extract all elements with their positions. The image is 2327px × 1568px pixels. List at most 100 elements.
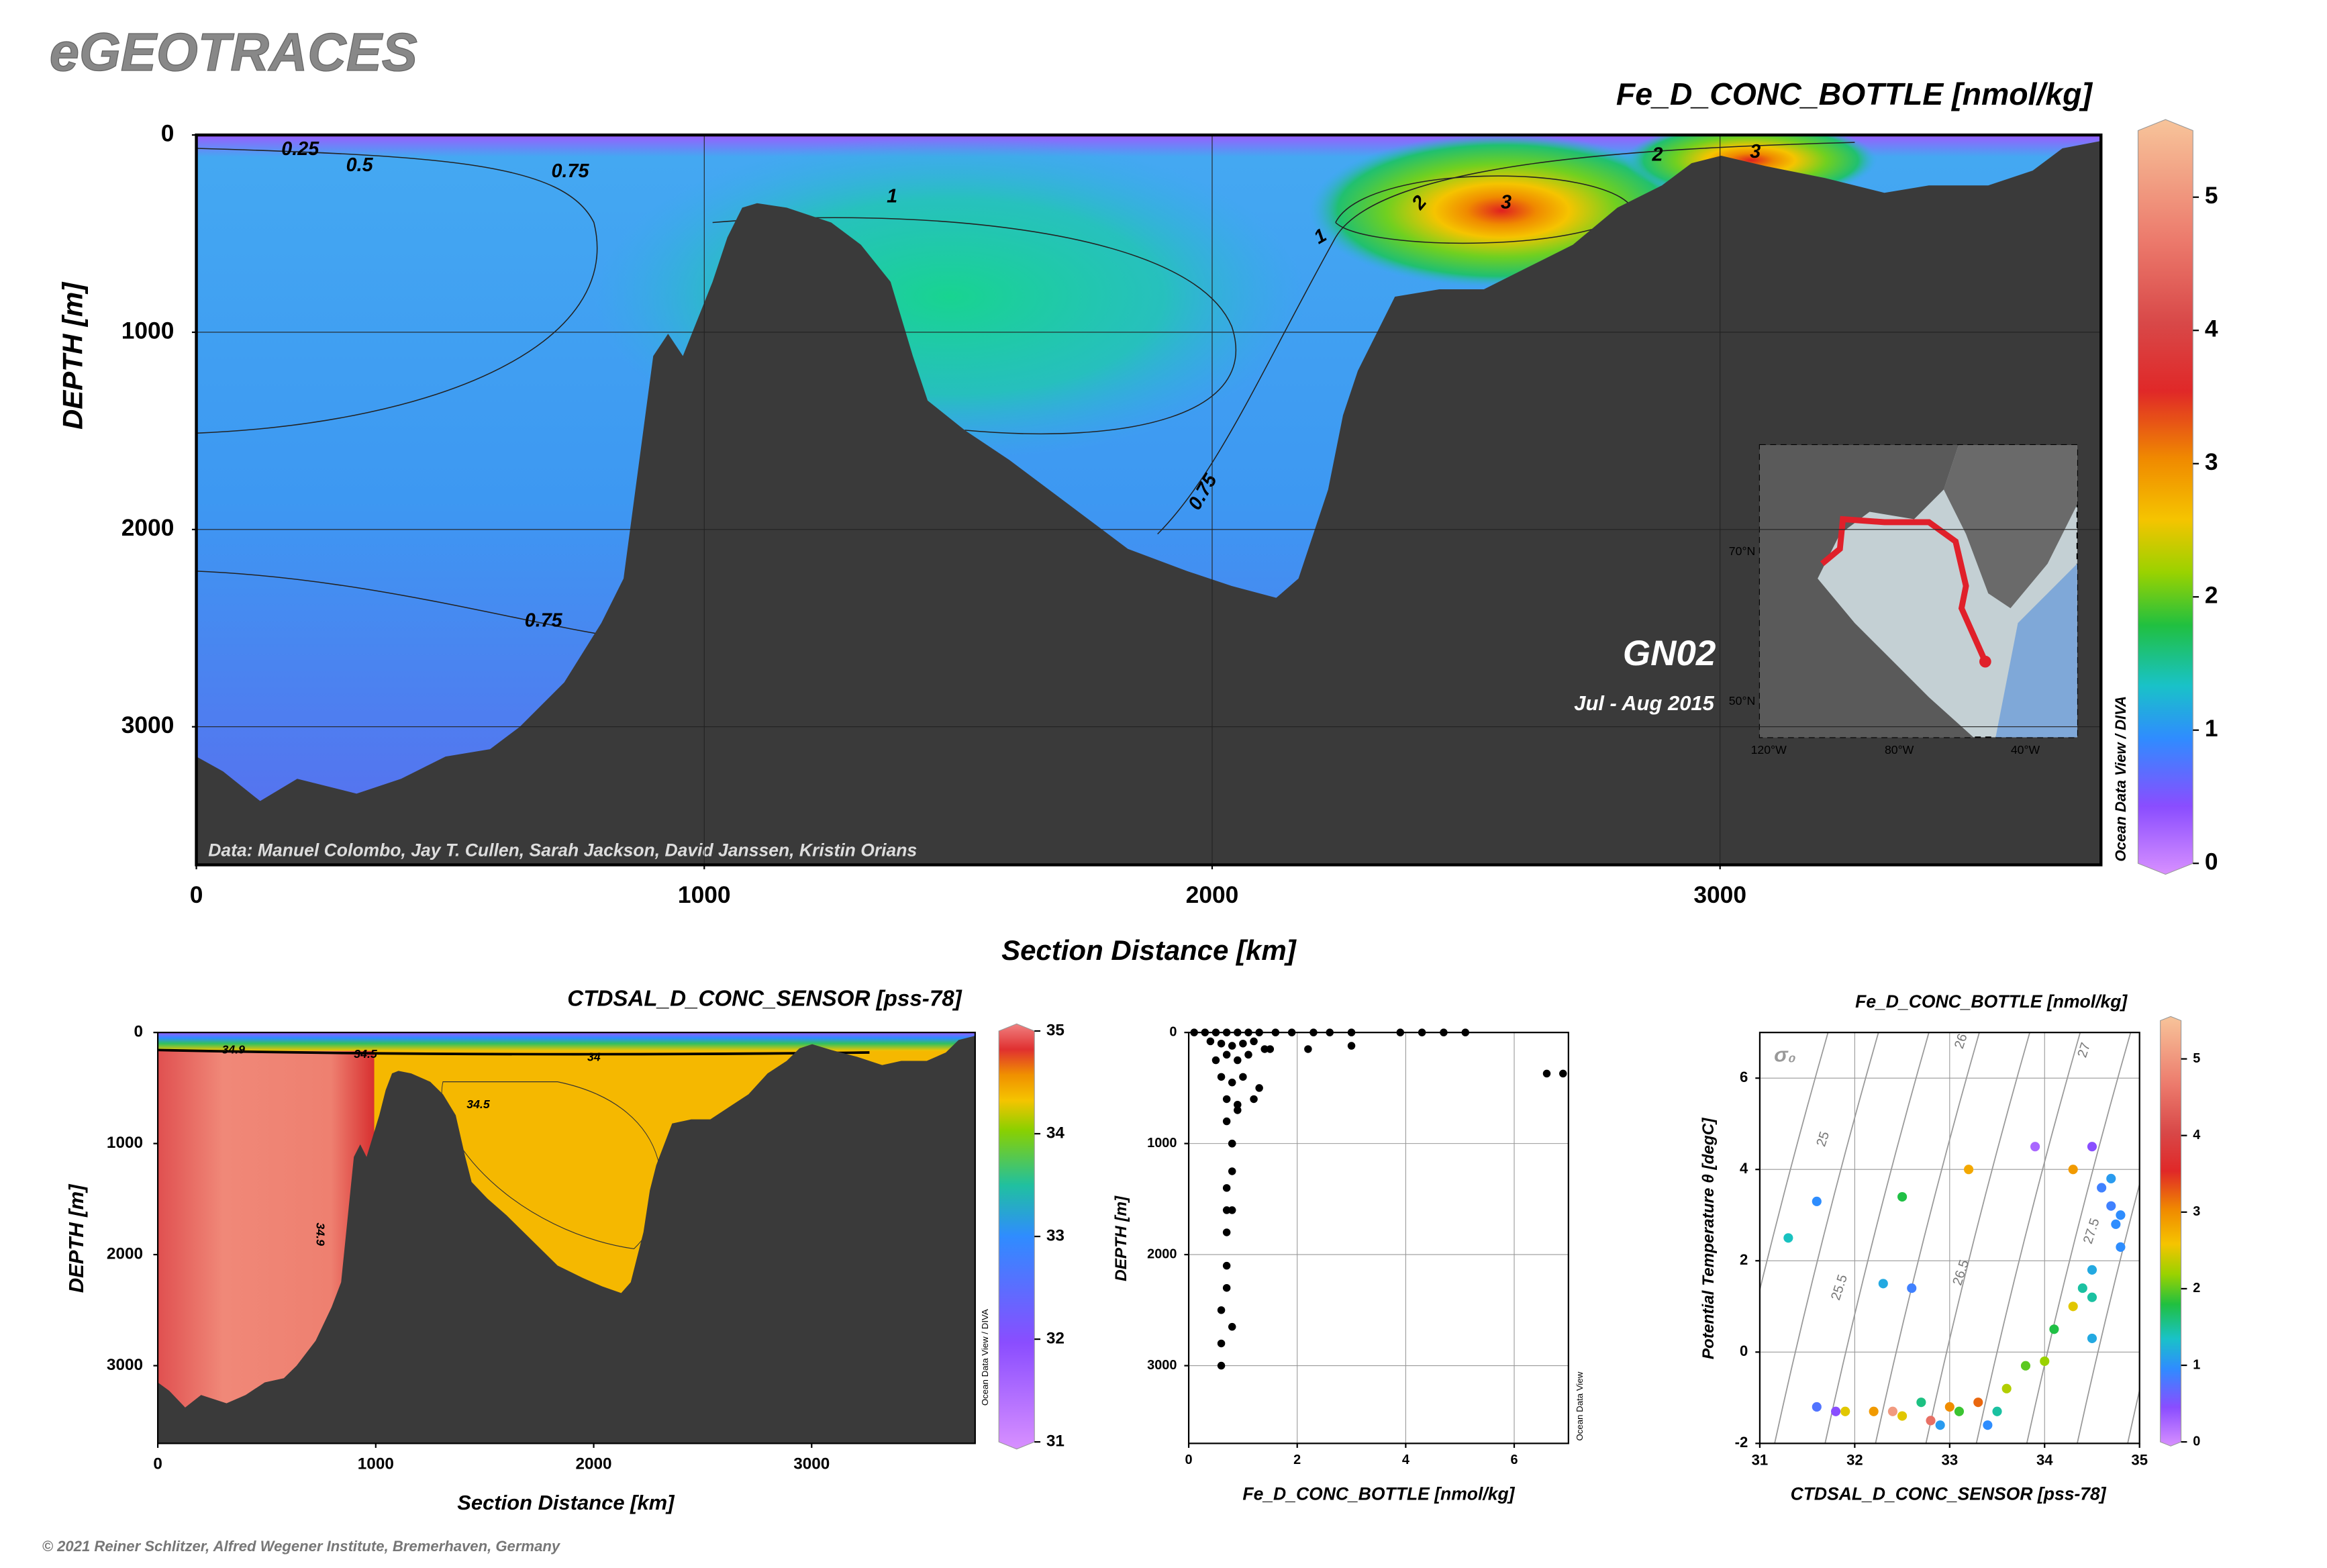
- data-point: [2097, 1183, 2107, 1193]
- data-point: [1222, 1184, 1231, 1192]
- data-point: [1222, 1095, 1231, 1104]
- data-point: [1897, 1411, 1908, 1421]
- x-tick-label: 3000: [1693, 882, 1746, 908]
- y-tick-label: 0: [1169, 1024, 1177, 1039]
- data-point: [1228, 1139, 1236, 1148]
- colorbar-tick-label: 5: [2205, 183, 2218, 209]
- data-point: [1217, 1073, 1226, 1081]
- data-point: [1234, 1056, 1242, 1065]
- y-tick-label: 4: [1740, 1160, 1748, 1177]
- data-point: [1266, 1045, 1275, 1053]
- y-axis-label: Potential Temperature θ [degC]: [1699, 1118, 1718, 1360]
- contour-label: 0.75: [525, 610, 563, 632]
- map-land: [1943, 445, 2077, 609]
- y-tick-label: 3000: [121, 712, 175, 738]
- colorbar-tick-label: 1: [2193, 1357, 2200, 1372]
- y-tick-label: 1000: [121, 317, 175, 344]
- data-point: [1222, 1117, 1231, 1126]
- x-axis-label: Section Distance [km]: [457, 1491, 675, 1514]
- data-point: [1222, 1261, 1231, 1270]
- data-point: [1228, 1042, 1236, 1050]
- y-tick-label: 2: [1740, 1251, 1748, 1268]
- contour-label: 3: [1750, 141, 1761, 162]
- data-point: [1897, 1191, 1908, 1202]
- data-point: [1916, 1398, 1926, 1408]
- data-point: [1812, 1196, 1822, 1206]
- data-point: [1304, 1045, 1312, 1053]
- colorbar-tick-label: 0: [2193, 1434, 2200, 1449]
- data-point: [1222, 1228, 1231, 1236]
- annotation: Ocean Data View / DIVA: [980, 1309, 990, 1406]
- data-point: [2020, 1361, 2031, 1371]
- data-point: [1840, 1406, 1850, 1416]
- y-tick-label: 1000: [1147, 1136, 1177, 1150]
- isopycnal: [2026, 1032, 2132, 1444]
- data-point: [1228, 1167, 1236, 1175]
- annotation: σ₀: [1774, 1043, 1796, 1067]
- y-tick-label: 3000: [107, 1356, 143, 1374]
- annotation: GN02: [1623, 634, 1716, 673]
- x-tick-label: 1000: [358, 1455, 394, 1473]
- data-point: [1887, 1406, 1898, 1416]
- data-point: [1206, 1037, 1215, 1046]
- data-point: [2049, 1324, 2059, 1334]
- data-point: [2087, 1265, 2097, 1275]
- chart-title: Fe_D_CONC_BOTTLE [nmol/kg]: [1616, 77, 2093, 111]
- colorbar-tick-label: 35: [1046, 1021, 1065, 1039]
- contour-line: [158, 1048, 870, 1056]
- contour-label: 3: [1501, 191, 1512, 213]
- data-point: [1973, 1398, 1983, 1408]
- data-point: [2040, 1356, 2050, 1366]
- data-point: [1907, 1283, 1917, 1293]
- isopycnal: [1925, 1032, 2031, 1444]
- annotation: Ocean Data View / DIVA: [2112, 696, 2129, 862]
- y-tick-label: 2000: [1147, 1246, 1177, 1261]
- data-point: [1878, 1279, 1888, 1289]
- colorbar-tick-label: 2: [2205, 583, 2218, 609]
- data-point: [1926, 1416, 1936, 1426]
- data-point: [1228, 1322, 1236, 1331]
- map-label: 50°N: [1729, 694, 1756, 707]
- data-point: [2111, 1219, 2121, 1229]
- x-tick-label: 4: [1402, 1453, 1409, 1467]
- contour-line: [196, 571, 624, 639]
- colorbar-tick-label: 3: [2205, 449, 2218, 475]
- isopycnal: [1824, 1032, 1930, 1444]
- contour-label: 0.75: [552, 160, 590, 182]
- x-tick-label: 6: [1510, 1453, 1518, 1467]
- plot-frame: [1759, 1032, 2140, 1444]
- y-tick-label: 0: [1740, 1342, 1748, 1359]
- data-point: [2116, 1242, 2126, 1252]
- footer: © 2021 Reiner Schlitzer, Alfred Wegener …: [42, 1538, 561, 1555]
- x-axis-label: Section Distance [km]: [1001, 934, 1297, 966]
- data-point: [2106, 1201, 2116, 1211]
- data-point: [1831, 1406, 1841, 1416]
- data-point: [1954, 1406, 1965, 1416]
- data-point: [2030, 1142, 2040, 1152]
- colorbar-tick-label: 4: [2205, 316, 2218, 342]
- data-point: [1222, 1283, 1231, 1292]
- field-geometry: [158, 1032, 975, 1444]
- y-tick-label: 3000: [1147, 1358, 1177, 1373]
- annotation: Jul - Aug 2015: [1574, 691, 1714, 715]
- data-point: [1559, 1069, 1567, 1078]
- y-tick-label: 0: [161, 120, 175, 146]
- y-tick-label: 2000: [107, 1245, 143, 1263]
- contour-line: [712, 217, 1236, 435]
- data-point: [2068, 1302, 2078, 1312]
- y-tick-label: 6: [1740, 1069, 1748, 1085]
- x-tick-label: 32: [1846, 1452, 1863, 1469]
- data-point: [1234, 1100, 1242, 1109]
- map-label: 40°W: [2011, 743, 2040, 756]
- y-axis-label: DEPTH [m]: [1112, 1195, 1130, 1281]
- data-point: [1217, 1361, 1226, 1370]
- data-point: [1239, 1073, 1247, 1081]
- x-tick-label: 2: [1293, 1453, 1301, 1467]
- field: [158, 1032, 975, 1444]
- data-point: [2116, 1210, 2126, 1220]
- chart-title: CTDSAL_D_CONC_SENSOR [pss-78]: [567, 986, 962, 1011]
- colorbar-tick-label: 34: [1046, 1124, 1065, 1142]
